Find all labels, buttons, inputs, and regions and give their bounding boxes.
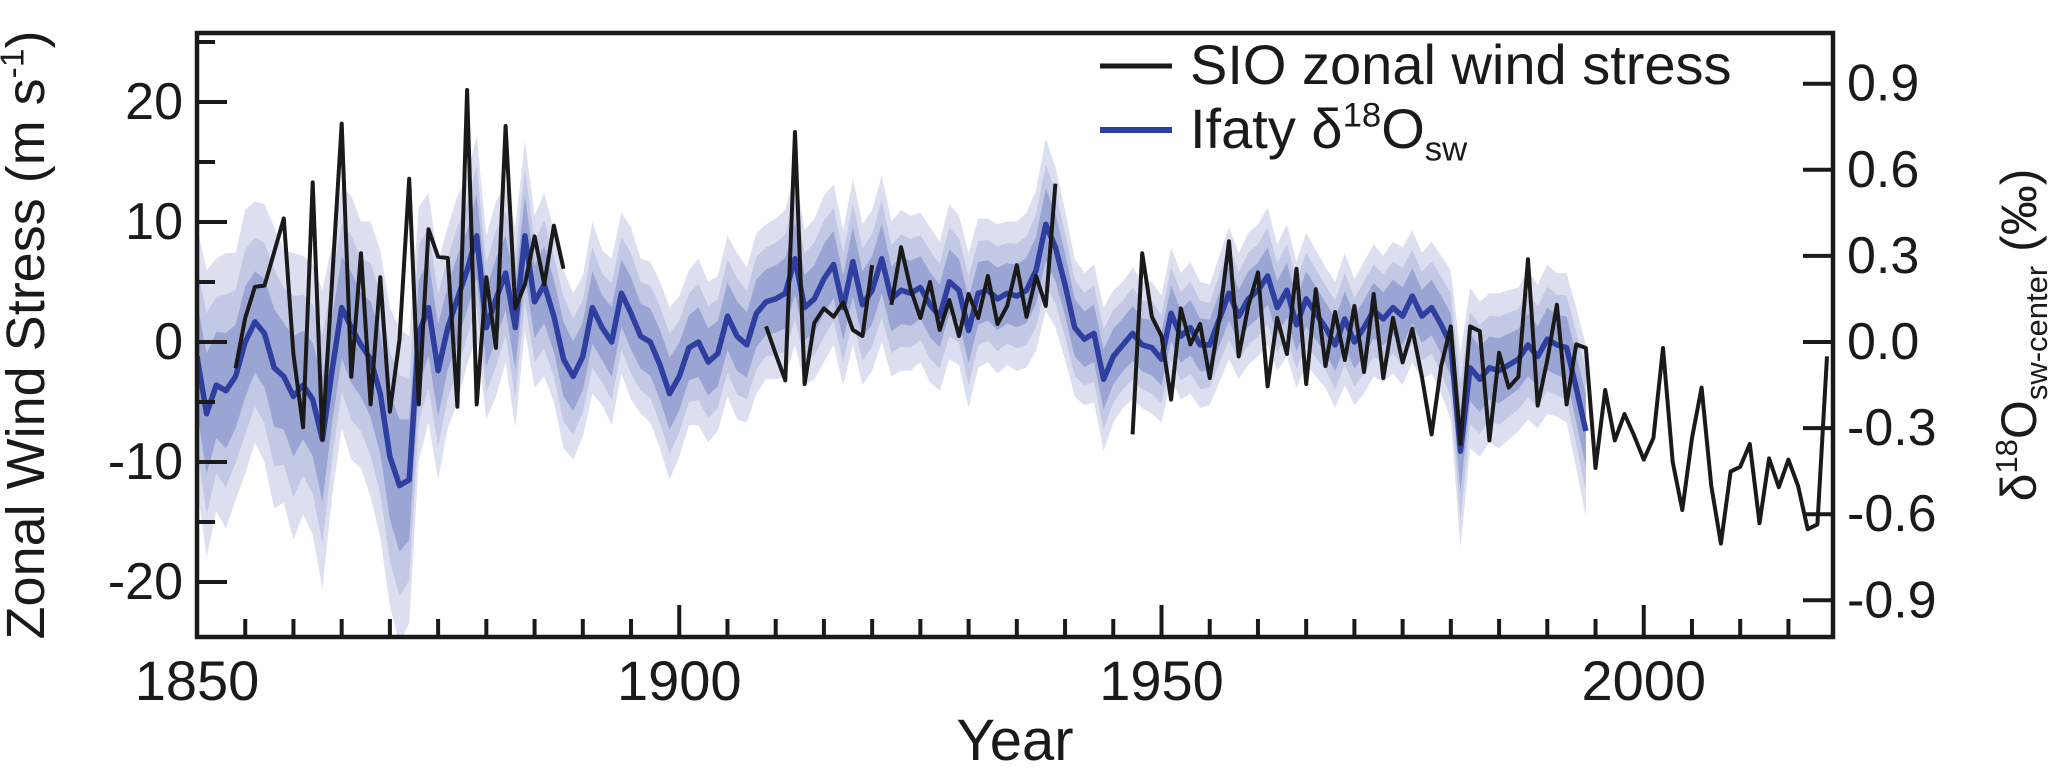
left-axis-title: Zonal Wind Stress (m s-1​) <box>0 31 56 640</box>
plot-border <box>194 30 1836 640</box>
x-axis-tick-label: 1850 <box>135 649 260 712</box>
right-axis-tick-label: -0.6 <box>1847 485 1937 543</box>
left-axis-tick-label: 10 <box>125 193 183 251</box>
plot-area <box>197 88 1829 637</box>
right-axis-tick-label: 0.9 <box>1847 55 1919 113</box>
x-axis-tick-label: 1950 <box>1099 649 1224 712</box>
right-axis-tick-label: 0.6 <box>1847 141 1919 199</box>
axis-ticks <box>195 40 1833 637</box>
right-axis-title: δ18​Osw-center​ (‰) <box>1989 169 2054 502</box>
left-axis-tick-label: -10 <box>108 433 183 491</box>
left-axis-tick-label: 20 <box>125 73 183 131</box>
legend-label: SIO zonal wind stress <box>1190 33 1732 96</box>
right-axis-tick-label: 0.3 <box>1847 227 1919 285</box>
x-axis-tick-label: 1900 <box>617 649 742 712</box>
x-axis-tick-label: 2000 <box>1581 649 1706 712</box>
right-axis-tick-label: 0.0 <box>1847 313 1919 371</box>
x-axis-title: Year <box>956 708 1073 769</box>
right-axis-tick-label: -0.3 <box>1847 399 1937 457</box>
left-axis-tick-label: -20 <box>108 553 183 611</box>
wind-stress-line <box>233 88 1829 546</box>
legend-label: Ifaty δ18​Osw​ <box>1190 97 1468 169</box>
left-axis-tick-label: 0 <box>154 313 183 371</box>
right-axis-tick-label: -0.9 <box>1847 571 1937 629</box>
